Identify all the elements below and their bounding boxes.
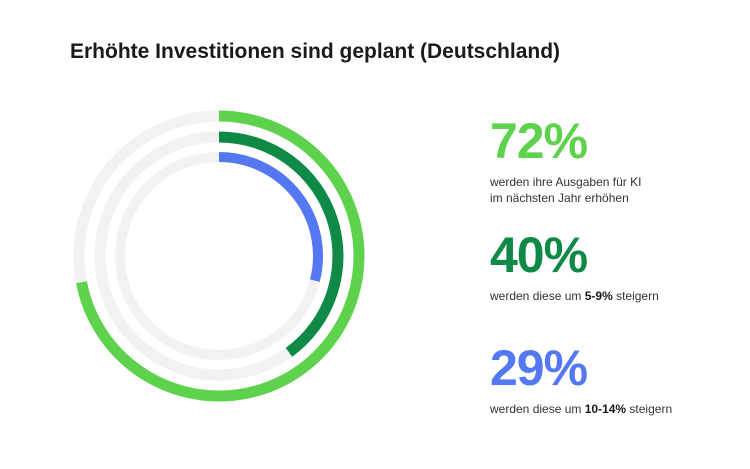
stat-block-3: 29% werden diese um 10-14% steigern <box>490 343 672 417</box>
stat-description-3-pre: werden diese um <box>490 402 585 416</box>
stat-description-2-post: steigern <box>612 289 659 303</box>
stat-description-2-bold: 5-9% <box>584 289 613 303</box>
ring-arc-2 <box>218 131 344 357</box>
stat-block-1: 72% werden ihre Ausgaben für KI im nächs… <box>490 116 641 206</box>
stat-description-1-line-2: im nächsten Jahr erhöhen <box>490 191 629 205</box>
stat-description-2-pre: werden diese um <box>490 289 585 303</box>
stat-description-3-bold: 10-14% <box>584 402 627 416</box>
page-title: Erhöhte Investitionen sind geplant (Deut… <box>70 40 561 63</box>
stat-description-2: werden diese um 5-9% steigern <box>490 288 659 304</box>
stat-percent-3: 29% <box>490 340 588 396</box>
stat-description-1: werden ihre Ausgaben für KI im nächsten … <box>490 174 641 206</box>
stat-description-3-post: steigern <box>626 402 673 416</box>
stat-description-3: werden diese um 10-14% steigern <box>490 401 672 417</box>
stat-percent-2: 40% <box>490 227 588 283</box>
ring-arc-3 <box>218 152 323 282</box>
stat-percent-1: 72% <box>490 113 588 169</box>
stat-description-1-line-1: werden ihre Ausgaben für KI <box>490 175 642 189</box>
ring-arc-1 <box>76 110 365 402</box>
stat-block-2: 40% werden diese um 5-9% steigern <box>490 230 659 304</box>
